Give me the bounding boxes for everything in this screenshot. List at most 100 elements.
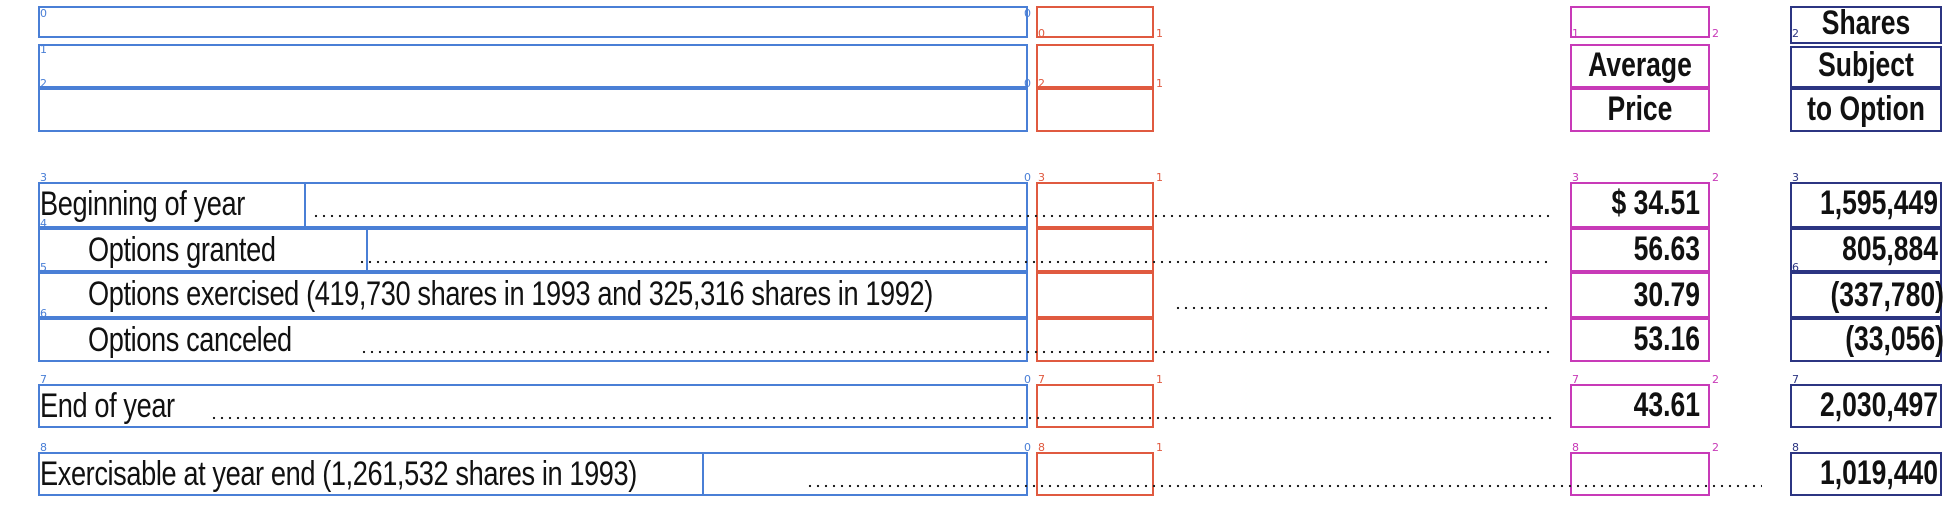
row-label: Options canceled bbox=[88, 321, 292, 359]
price-cell: 43.61 bbox=[1633, 386, 1700, 424]
annotation-box bbox=[1790, 182, 1942, 228]
box-index-label: 2 bbox=[1712, 373, 1719, 386]
price-cell: 30.79 bbox=[1633, 276, 1700, 314]
annotation-box bbox=[1790, 46, 1942, 88]
box-index-label: 2 bbox=[1792, 27, 1799, 40]
row-label: Exercisable at year end (1,261,532 share… bbox=[40, 455, 637, 493]
annotation-box bbox=[1570, 228, 1710, 272]
box-index-label: 8 bbox=[1038, 441, 1045, 454]
box-index-label: 2 bbox=[40, 77, 47, 90]
box-index-label: 7 bbox=[1038, 373, 1045, 386]
annotation-box bbox=[1036, 6, 1154, 38]
box-index-label: 6 bbox=[1792, 261, 1799, 274]
annotation-box bbox=[366, 228, 1028, 272]
table-row: Options granted bbox=[88, 228, 322, 268]
annotation-box bbox=[1790, 452, 1942, 496]
annotation-box bbox=[1790, 6, 1942, 44]
header-price: Price bbox=[1607, 90, 1673, 128]
leader-dots bbox=[358, 260, 1552, 264]
box-index-label: 0 bbox=[1024, 7, 1031, 20]
box-index-label: 0 bbox=[1024, 171, 1031, 184]
leader-dots bbox=[312, 214, 1552, 218]
shares-cell: 1,595,449 bbox=[1820, 184, 1938, 222]
annotation-box bbox=[38, 6, 1028, 38]
box-index-label: 7 bbox=[1572, 373, 1579, 386]
box-index-label: 2 bbox=[1712, 171, 1719, 184]
header-shares: Shares bbox=[1821, 4, 1911, 42]
table-row: Options canceled bbox=[88, 318, 343, 358]
box-index-label: 7 bbox=[40, 373, 47, 386]
annotation-box bbox=[1790, 318, 1942, 362]
annotation-box bbox=[1570, 452, 1710, 496]
annotation-box bbox=[1036, 384, 1154, 428]
leader-dots bbox=[806, 484, 1762, 488]
annotation-box bbox=[1036, 452, 1154, 496]
price-cell: $ 34.51 bbox=[1611, 184, 1700, 222]
annotation-box bbox=[38, 44, 1028, 88]
box-index-label: 1 bbox=[40, 43, 47, 56]
box-index-label: 1 bbox=[1156, 373, 1163, 386]
annotation-box bbox=[1036, 44, 1154, 88]
box-index-label: 6 bbox=[40, 307, 47, 320]
annotation-box bbox=[1036, 182, 1154, 228]
leader-dots bbox=[210, 416, 1552, 420]
annotation-box bbox=[1790, 88, 1942, 132]
table-row: Options exercised (419,730 shares in 199… bbox=[88, 272, 1144, 312]
annotation-box bbox=[702, 452, 1028, 496]
shares-cell: 805,884 bbox=[1842, 230, 1938, 268]
box-index-label: 8 bbox=[40, 441, 47, 454]
header-subject: Subject bbox=[1818, 46, 1914, 84]
box-index-label: 8 bbox=[1792, 441, 1799, 454]
box-index-label: 3 bbox=[40, 171, 47, 184]
annotation-box bbox=[38, 88, 1028, 132]
annotation-box bbox=[38, 384, 1028, 428]
box-index-label: 1 bbox=[1156, 441, 1163, 454]
price-cell: 53.16 bbox=[1633, 320, 1700, 358]
row-label: Options exercised (419,730 shares in 199… bbox=[88, 275, 933, 313]
header-average: Average bbox=[1588, 46, 1692, 84]
annotation-box bbox=[1570, 182, 1710, 228]
table-row: End of year bbox=[40, 384, 208, 424]
box-index-label: 2 bbox=[1038, 77, 1045, 90]
box-index-label: 2 bbox=[1712, 27, 1719, 40]
leader-dots bbox=[360, 350, 1552, 354]
box-index-label: 1 bbox=[1156, 77, 1163, 90]
annotation-box bbox=[1036, 228, 1154, 272]
annotation-box bbox=[304, 182, 1028, 228]
box-index-label: 0 bbox=[1024, 441, 1031, 454]
annotation-box bbox=[1790, 272, 1942, 318]
annotation-box bbox=[1790, 384, 1942, 428]
shares-cell: (337,780) bbox=[1830, 276, 1944, 314]
box-index-label: 2 bbox=[1712, 441, 1719, 454]
annotation-box bbox=[1570, 44, 1710, 88]
shares-cell: (33,056) bbox=[1845, 320, 1944, 358]
annotation-box bbox=[38, 318, 1028, 362]
box-index-label: 5 bbox=[40, 261, 47, 274]
box-index-label: 3 bbox=[1792, 171, 1799, 184]
box-index-label: 1 bbox=[1156, 27, 1163, 40]
annotation-box bbox=[1036, 88, 1154, 132]
box-index-label: 0 bbox=[40, 7, 47, 20]
annotation-box bbox=[1570, 272, 1710, 318]
box-index-label: 3 bbox=[1572, 171, 1579, 184]
annotation-box bbox=[1570, 384, 1710, 428]
leader-dots bbox=[1174, 306, 1552, 310]
annotation-box bbox=[1570, 318, 1710, 362]
box-index-label: 3 bbox=[1038, 171, 1045, 184]
box-index-label: 0 bbox=[1024, 77, 1031, 90]
box-index-label: 0 bbox=[1024, 373, 1031, 386]
annotation-box bbox=[38, 272, 1028, 318]
box-index-label: 8 bbox=[1572, 441, 1579, 454]
table-row: Beginning of year bbox=[40, 182, 296, 222]
box-index-label: 4 bbox=[40, 217, 47, 230]
annotation-box bbox=[1036, 318, 1154, 362]
annotation-box bbox=[1570, 88, 1710, 132]
shares-cell: 1,019,440 bbox=[1820, 454, 1938, 492]
row-label: Options granted bbox=[88, 231, 276, 269]
annotation-box bbox=[1570, 6, 1710, 38]
box-index-label: 0 bbox=[1038, 27, 1045, 40]
annotation-box bbox=[1036, 272, 1154, 318]
table-row: Exercisable at year end (1,261,532 share… bbox=[40, 452, 786, 492]
annotation-box bbox=[1790, 228, 1942, 272]
box-index-label: 1 bbox=[1572, 27, 1579, 40]
